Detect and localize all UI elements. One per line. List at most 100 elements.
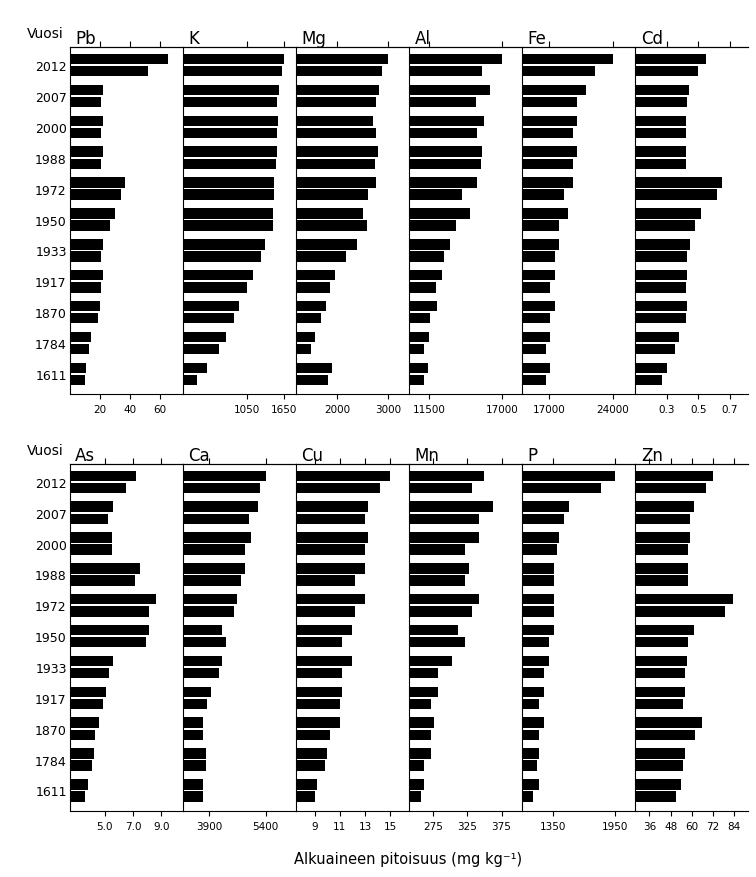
Bar bbox=[635, 638, 688, 648]
Bar bbox=[70, 67, 148, 77]
Bar bbox=[522, 730, 538, 740]
Bar bbox=[296, 717, 340, 728]
Bar bbox=[522, 625, 554, 636]
Bar bbox=[522, 717, 544, 728]
Bar bbox=[635, 129, 686, 139]
Bar bbox=[409, 625, 458, 636]
Bar bbox=[522, 86, 587, 96]
Bar bbox=[409, 302, 437, 312]
Bar bbox=[70, 363, 86, 374]
Bar bbox=[70, 656, 113, 667]
Bar bbox=[70, 532, 112, 543]
Bar bbox=[70, 545, 112, 555]
Bar bbox=[409, 86, 490, 96]
Bar bbox=[70, 314, 98, 324]
Bar bbox=[70, 699, 104, 709]
Bar bbox=[183, 160, 276, 170]
Bar bbox=[70, 575, 135, 586]
Bar bbox=[409, 97, 476, 108]
Bar bbox=[409, 221, 456, 232]
Bar bbox=[296, 302, 326, 312]
Bar bbox=[409, 564, 469, 574]
Bar bbox=[635, 252, 687, 262]
Bar bbox=[296, 730, 330, 740]
Bar bbox=[296, 67, 383, 77]
Bar bbox=[409, 532, 479, 543]
Bar bbox=[635, 271, 687, 282]
Bar bbox=[635, 97, 687, 108]
Bar bbox=[635, 668, 685, 679]
Text: Ca: Ca bbox=[188, 446, 210, 464]
Bar bbox=[183, 129, 277, 139]
Bar bbox=[70, 271, 103, 282]
Bar bbox=[70, 514, 108, 524]
Bar bbox=[183, 147, 277, 158]
Bar bbox=[183, 97, 277, 108]
Bar bbox=[296, 129, 376, 139]
Bar bbox=[635, 221, 695, 232]
Bar bbox=[296, 625, 352, 636]
Bar bbox=[70, 129, 101, 139]
Bar bbox=[522, 332, 550, 343]
Bar bbox=[296, 532, 367, 543]
Bar bbox=[70, 209, 115, 219]
Bar bbox=[409, 668, 438, 679]
Bar bbox=[296, 545, 365, 555]
Bar bbox=[409, 271, 442, 282]
Bar bbox=[296, 178, 376, 189]
Bar bbox=[522, 656, 549, 667]
Bar bbox=[70, 780, 88, 790]
Bar bbox=[522, 545, 557, 555]
Bar bbox=[522, 117, 578, 127]
Bar bbox=[70, 147, 103, 158]
Bar bbox=[183, 760, 206, 771]
Bar bbox=[635, 656, 686, 667]
Bar bbox=[183, 545, 245, 555]
Bar bbox=[296, 699, 340, 709]
Bar bbox=[296, 86, 380, 96]
Bar bbox=[183, 791, 203, 802]
Bar bbox=[409, 791, 420, 802]
Bar bbox=[635, 282, 686, 293]
Bar bbox=[635, 575, 688, 586]
Bar bbox=[296, 687, 342, 697]
Bar bbox=[409, 147, 482, 158]
Bar bbox=[296, 471, 390, 481]
Bar bbox=[635, 625, 694, 636]
Bar bbox=[409, 239, 451, 250]
Bar bbox=[296, 345, 311, 355]
Bar bbox=[522, 178, 573, 189]
Bar bbox=[635, 791, 676, 802]
Bar bbox=[409, 687, 438, 697]
Bar bbox=[70, 221, 110, 232]
Bar bbox=[522, 363, 550, 374]
Bar bbox=[183, 239, 265, 250]
Bar bbox=[183, 638, 226, 648]
Bar bbox=[409, 483, 472, 494]
Bar bbox=[183, 117, 277, 127]
Bar bbox=[522, 532, 559, 543]
Bar bbox=[409, 502, 493, 512]
Bar bbox=[409, 606, 472, 617]
Bar bbox=[70, 55, 168, 65]
Bar bbox=[70, 375, 85, 386]
Bar bbox=[183, 67, 282, 77]
Text: P: P bbox=[528, 446, 538, 464]
Bar bbox=[522, 375, 546, 386]
Bar bbox=[522, 147, 578, 158]
Bar bbox=[522, 748, 538, 759]
Bar bbox=[183, 55, 284, 65]
Bar bbox=[183, 209, 273, 219]
Bar bbox=[409, 363, 428, 374]
Bar bbox=[296, 117, 373, 127]
Text: Vuosi: Vuosi bbox=[26, 27, 64, 41]
Bar bbox=[635, 86, 689, 96]
Bar bbox=[522, 252, 555, 262]
Bar bbox=[409, 178, 477, 189]
Bar bbox=[635, 780, 681, 790]
Bar bbox=[183, 687, 211, 697]
Bar bbox=[296, 483, 380, 494]
Bar bbox=[635, 209, 702, 219]
Bar bbox=[409, 514, 479, 524]
Bar bbox=[635, 178, 722, 189]
